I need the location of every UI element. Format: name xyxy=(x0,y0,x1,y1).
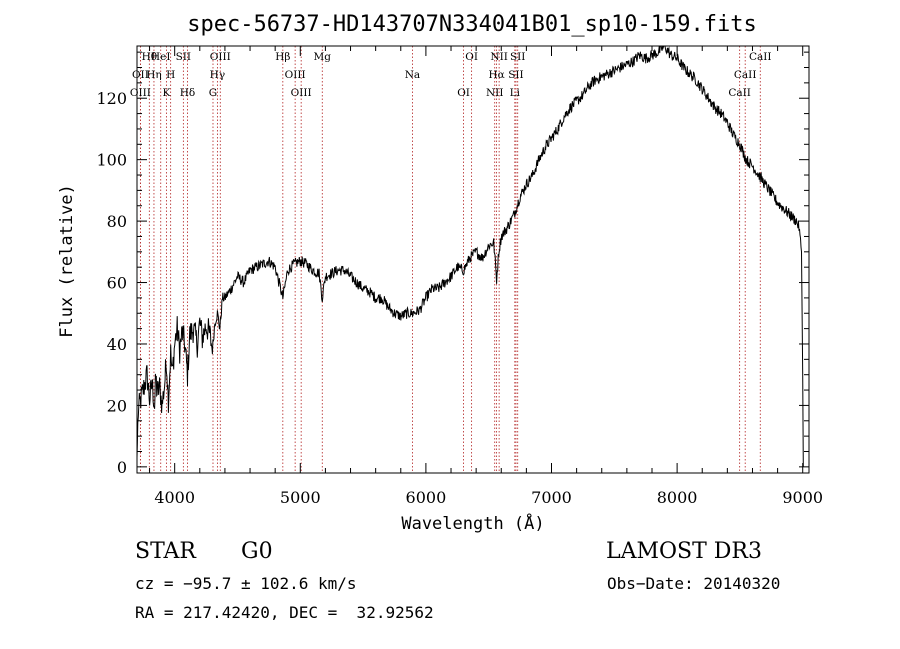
x-tick-label: 8000 xyxy=(657,488,698,507)
line-marker-label: Mg xyxy=(314,51,332,63)
line-marker-label: OII xyxy=(132,69,149,81)
flux-series-line xyxy=(136,45,804,467)
survey-name: LAMOST DR3 xyxy=(606,539,762,564)
y-tick-label: 40 xyxy=(107,335,127,354)
x-tick-label: 9000 xyxy=(782,488,823,507)
line-marker-label: SII xyxy=(510,51,526,63)
x-axis-label: Wavelength (Å) xyxy=(401,512,544,534)
line-marker-label: SII xyxy=(508,69,524,81)
line-marker-label: OIII xyxy=(291,87,312,99)
y-tick-label: 0 xyxy=(117,458,127,477)
line-marker-label: OI xyxy=(465,51,478,63)
line-marker-label: NII xyxy=(486,87,503,99)
line-marker-label: OIII xyxy=(130,87,151,99)
line-marker-label: CaII xyxy=(734,69,757,81)
line-marker-label: G xyxy=(209,87,217,99)
line-marker-label: OI xyxy=(457,87,470,99)
line-marker-label: Hδ xyxy=(180,87,195,99)
line-marker-label: HeI xyxy=(151,51,171,63)
line-marker-label: Li xyxy=(510,87,521,99)
x-tick-label: 5000 xyxy=(280,488,321,507)
line-marker-label: K xyxy=(162,87,170,99)
y-tick-label: 20 xyxy=(107,396,127,415)
line-label-group: HθOIIOIIIHeIHηKSIIHHδOIIIHγGHβOIIIOIIIMg… xyxy=(130,51,772,99)
plot-frame xyxy=(136,45,810,474)
coordinates: RA = 217.42420, DEC = 32.92562 xyxy=(135,603,434,622)
x-tick-label: 7000 xyxy=(531,488,572,507)
y-tick-label: 60 xyxy=(107,274,127,293)
line-marker-label: Hη xyxy=(146,69,161,81)
line-marker-group xyxy=(139,46,761,473)
axis-ticks: 4000 5000 6000 7000 8000 9000 0 20 40 60 80 100 120 xyxy=(96,46,823,507)
object-class: STAR xyxy=(135,539,196,564)
y-tick-label: 80 xyxy=(107,212,127,231)
line-marker-label: Na xyxy=(405,69,420,81)
chart-title: spec-56737-HD143707N334041B01_sp10-159.f… xyxy=(187,12,757,37)
y-tick-label: 120 xyxy=(96,89,127,108)
y-tick-label: 100 xyxy=(96,151,127,170)
line-marker-label: Hβ xyxy=(275,51,290,63)
line-marker-label: Hγ xyxy=(210,69,225,81)
line-marker-label: SII xyxy=(176,51,192,63)
line-marker-label: OIII xyxy=(210,51,231,63)
line-marker-label: CaII xyxy=(749,51,772,63)
y-axis-label: Flux (relative) xyxy=(57,184,77,338)
object-subclass: G0 xyxy=(241,539,273,564)
redshift-velocity: cz = −95.7 ± 102.6 km/s xyxy=(135,574,357,593)
line-marker-label: OIII xyxy=(285,69,306,81)
line-marker-label: Hθ xyxy=(142,51,157,63)
line-marker-label: Hα xyxy=(488,69,504,81)
observation-date: Obs−Date: 20140320 xyxy=(607,574,781,593)
line-marker-label: CaII xyxy=(728,87,751,99)
x-tick-label: 4000 xyxy=(154,488,195,507)
line-marker-label: H xyxy=(166,69,175,81)
x-tick-label: 6000 xyxy=(406,488,447,507)
line-marker-label: NII xyxy=(490,51,507,63)
